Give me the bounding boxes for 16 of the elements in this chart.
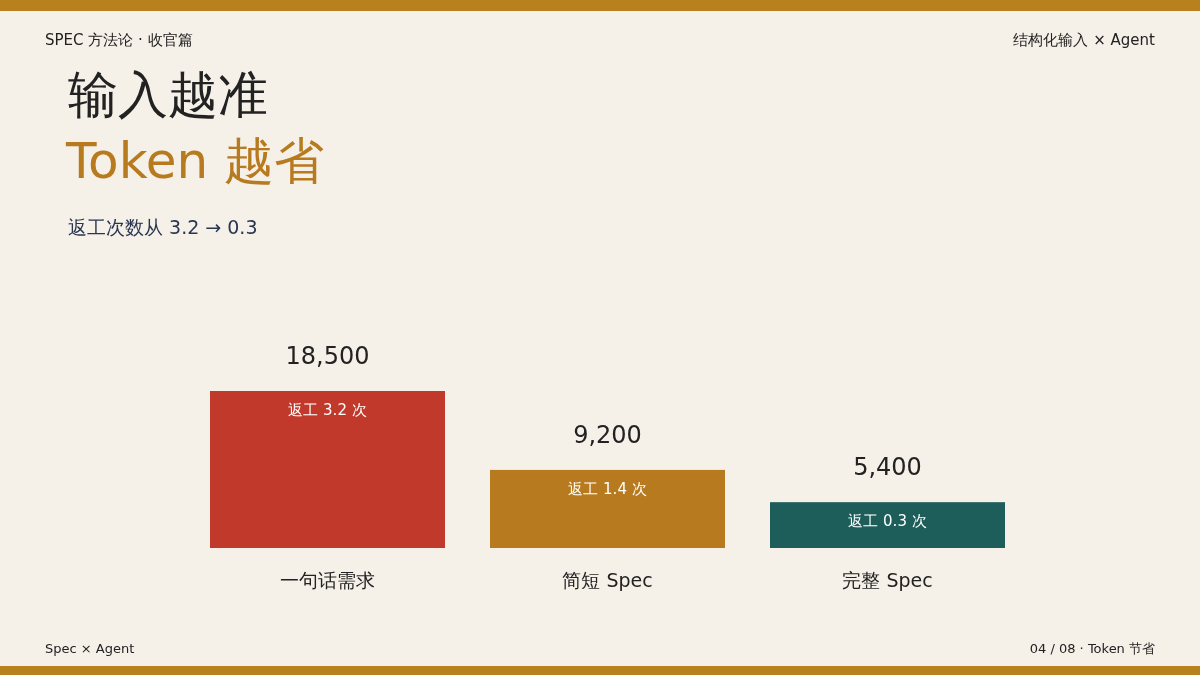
text: 04 / 08 · Token 节省: [1029, 641, 1155, 656]
chart-subtitle: Token 越省: [65, 132, 325, 190]
text: Spec × Agent: [45, 641, 135, 656]
chart-title: 输入越准: [68, 66, 268, 124]
data-label: 5,400: [853, 453, 922, 482]
data-label: 18,500: [285, 342, 370, 370]
text: SPEC 方法论 · 收官篇: [45, 31, 193, 49]
annotation: 返工 0.3 次: [848, 512, 927, 531]
text: 结构化输入 × Agent: [1013, 31, 1156, 49]
annotation: 返工 1.4 次: [568, 479, 647, 498]
x-tick-label: 简短 Spec: [562, 569, 653, 591]
text: 返工次数从 3.2 → 0.3: [68, 216, 258, 238]
data-label: 9,200: [573, 420, 642, 449]
x-tick-label: 一句话需求: [280, 569, 375, 591]
x-tick-label: 完整 Spec: [842, 569, 933, 591]
annotation: 返工 3.2 次: [288, 401, 367, 419]
